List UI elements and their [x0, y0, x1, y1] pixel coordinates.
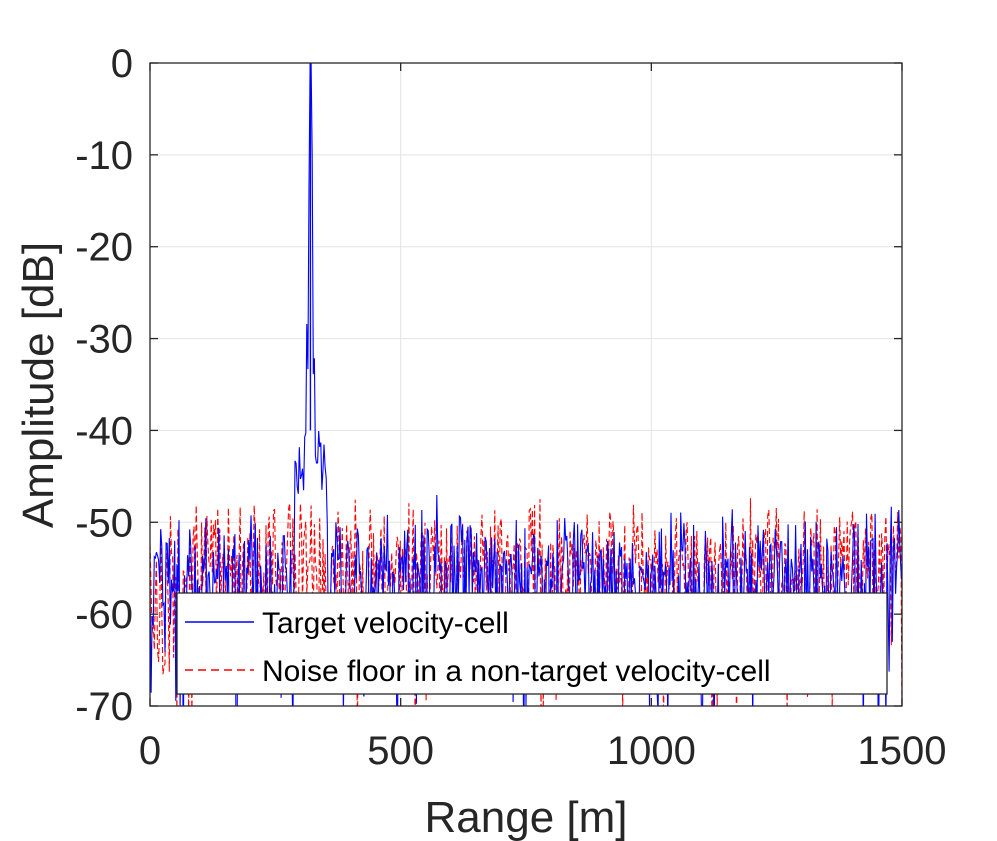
legend-label-noise: Noise floor in a non-target velocity-cel… [262, 655, 771, 688]
tick-labels: 0 500 1000 1500 0 -10 -20 -30 -40 -50 -60 -70 [75, 42, 946, 773]
legend-label-target: Target velocity-cell [262, 607, 509, 640]
x-tick-label: 0 [139, 729, 161, 773]
legend-box [176, 592, 888, 695]
x-tick-label: 1500 [858, 729, 947, 773]
y-tick-label: -40 [75, 409, 133, 453]
y-tick-label: -50 [75, 501, 133, 545]
y-axis-label: Amplitude [dB] [14, 242, 63, 528]
x-axis-label: Range [m] [425, 793, 628, 841]
ticks [149, 62, 903, 707]
y-tick-label: -10 [75, 134, 133, 178]
legend: Target velocity-cell Noise floor in a no… [176, 592, 888, 695]
x-tick-label: 500 [367, 729, 434, 773]
series-line-noise-floor [150, 498, 902, 706]
axes-box [149, 62, 903, 707]
y-tick-label: -70 [75, 685, 133, 729]
x-tick-label: 1000 [607, 729, 696, 773]
y-tick-label: -60 [75, 593, 133, 637]
y-tick-label: -20 [75, 226, 133, 270]
y-tick-label: -30 [75, 318, 133, 362]
y-tick-label: 0 [111, 42, 133, 86]
